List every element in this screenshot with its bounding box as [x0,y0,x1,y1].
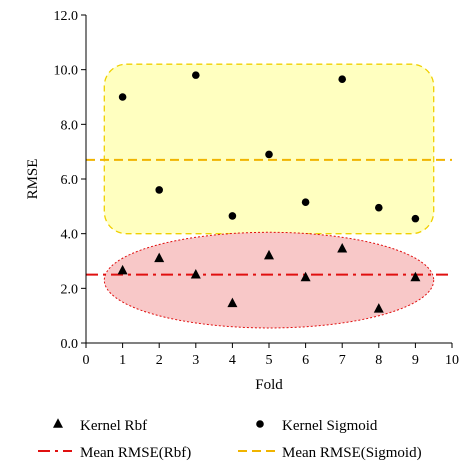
sigmoid-point [228,212,237,220]
data-points [117,71,421,313]
x-tick-label: 8 [375,353,382,368]
highlight-regions [103,63,435,329]
x-tick-label: 9 [412,353,419,368]
rbf-point [227,297,238,308]
y-tick-label: 10.0 [54,64,79,79]
legend-sigmoid-label: Kernel Sigmoid [282,418,378,434]
sigmoid-point [338,75,347,84]
x-tick-label: 10 [445,353,459,368]
rbf-point [337,243,348,253]
y-tick-label: 8.0 [61,118,79,133]
rbf-point [300,271,311,282]
rbf-point [410,271,421,282]
sigmoid-point [192,71,200,79]
legend: Kernel Rbf Kernel Sigmoid Mean RMSE(Rbf) Me… [38,418,422,461]
sigmoid-region [103,63,435,235]
sigmoid-point [375,203,383,212]
x-tick-label: 0 [83,353,90,368]
rbf-point [373,303,384,313]
sigmoid-point [118,93,127,101]
y-tick-label: 0.0 [61,337,79,352]
x-tick-label: 7 [339,353,346,368]
y-tick-label: 4.0 [61,228,79,243]
sigmoid-point [301,198,310,207]
rbf-point [117,264,128,275]
sigmoid-point [155,186,163,194]
mean-lines [86,158,452,276]
y-axis-title: RMSE [25,159,41,200]
x-tick-label: 4 [229,353,236,368]
x-tick-label: 3 [192,353,199,368]
y-tick-label: 6.0 [61,173,79,188]
legend-rbf-label: Kernel Rbf [80,418,147,434]
y-tick-label: 12.0 [54,9,79,24]
y-tick-label: 2.0 [61,282,79,297]
axes: 0 1 2 3 4 5 6 7 8 9 10 0.0 2.0 4.0 6.0 8.0 10.0 12.0 [54,9,460,368]
sigmoid-point [265,150,273,159]
rbf-point [154,252,165,263]
rbf-region [103,231,435,329]
sigmoid-point [411,214,420,223]
legend-mean-sigmoid-label: Mean RMSE(Sigmoid) [282,445,422,461]
x-tick-label: 2 [156,353,163,368]
legend-rbf-marker [53,418,63,428]
rbf-point [264,249,274,260]
rbf-point [190,268,201,279]
x-axis-title: Fold [255,377,283,393]
legend-sigmoid-marker [256,420,264,428]
x-tick-label: 5 [266,353,273,368]
x-tick-label: 6 [302,353,309,368]
x-tick-label: 1 [119,353,126,368]
legend-mean-rbf-label: Mean RMSE(Rbf) [80,445,191,461]
